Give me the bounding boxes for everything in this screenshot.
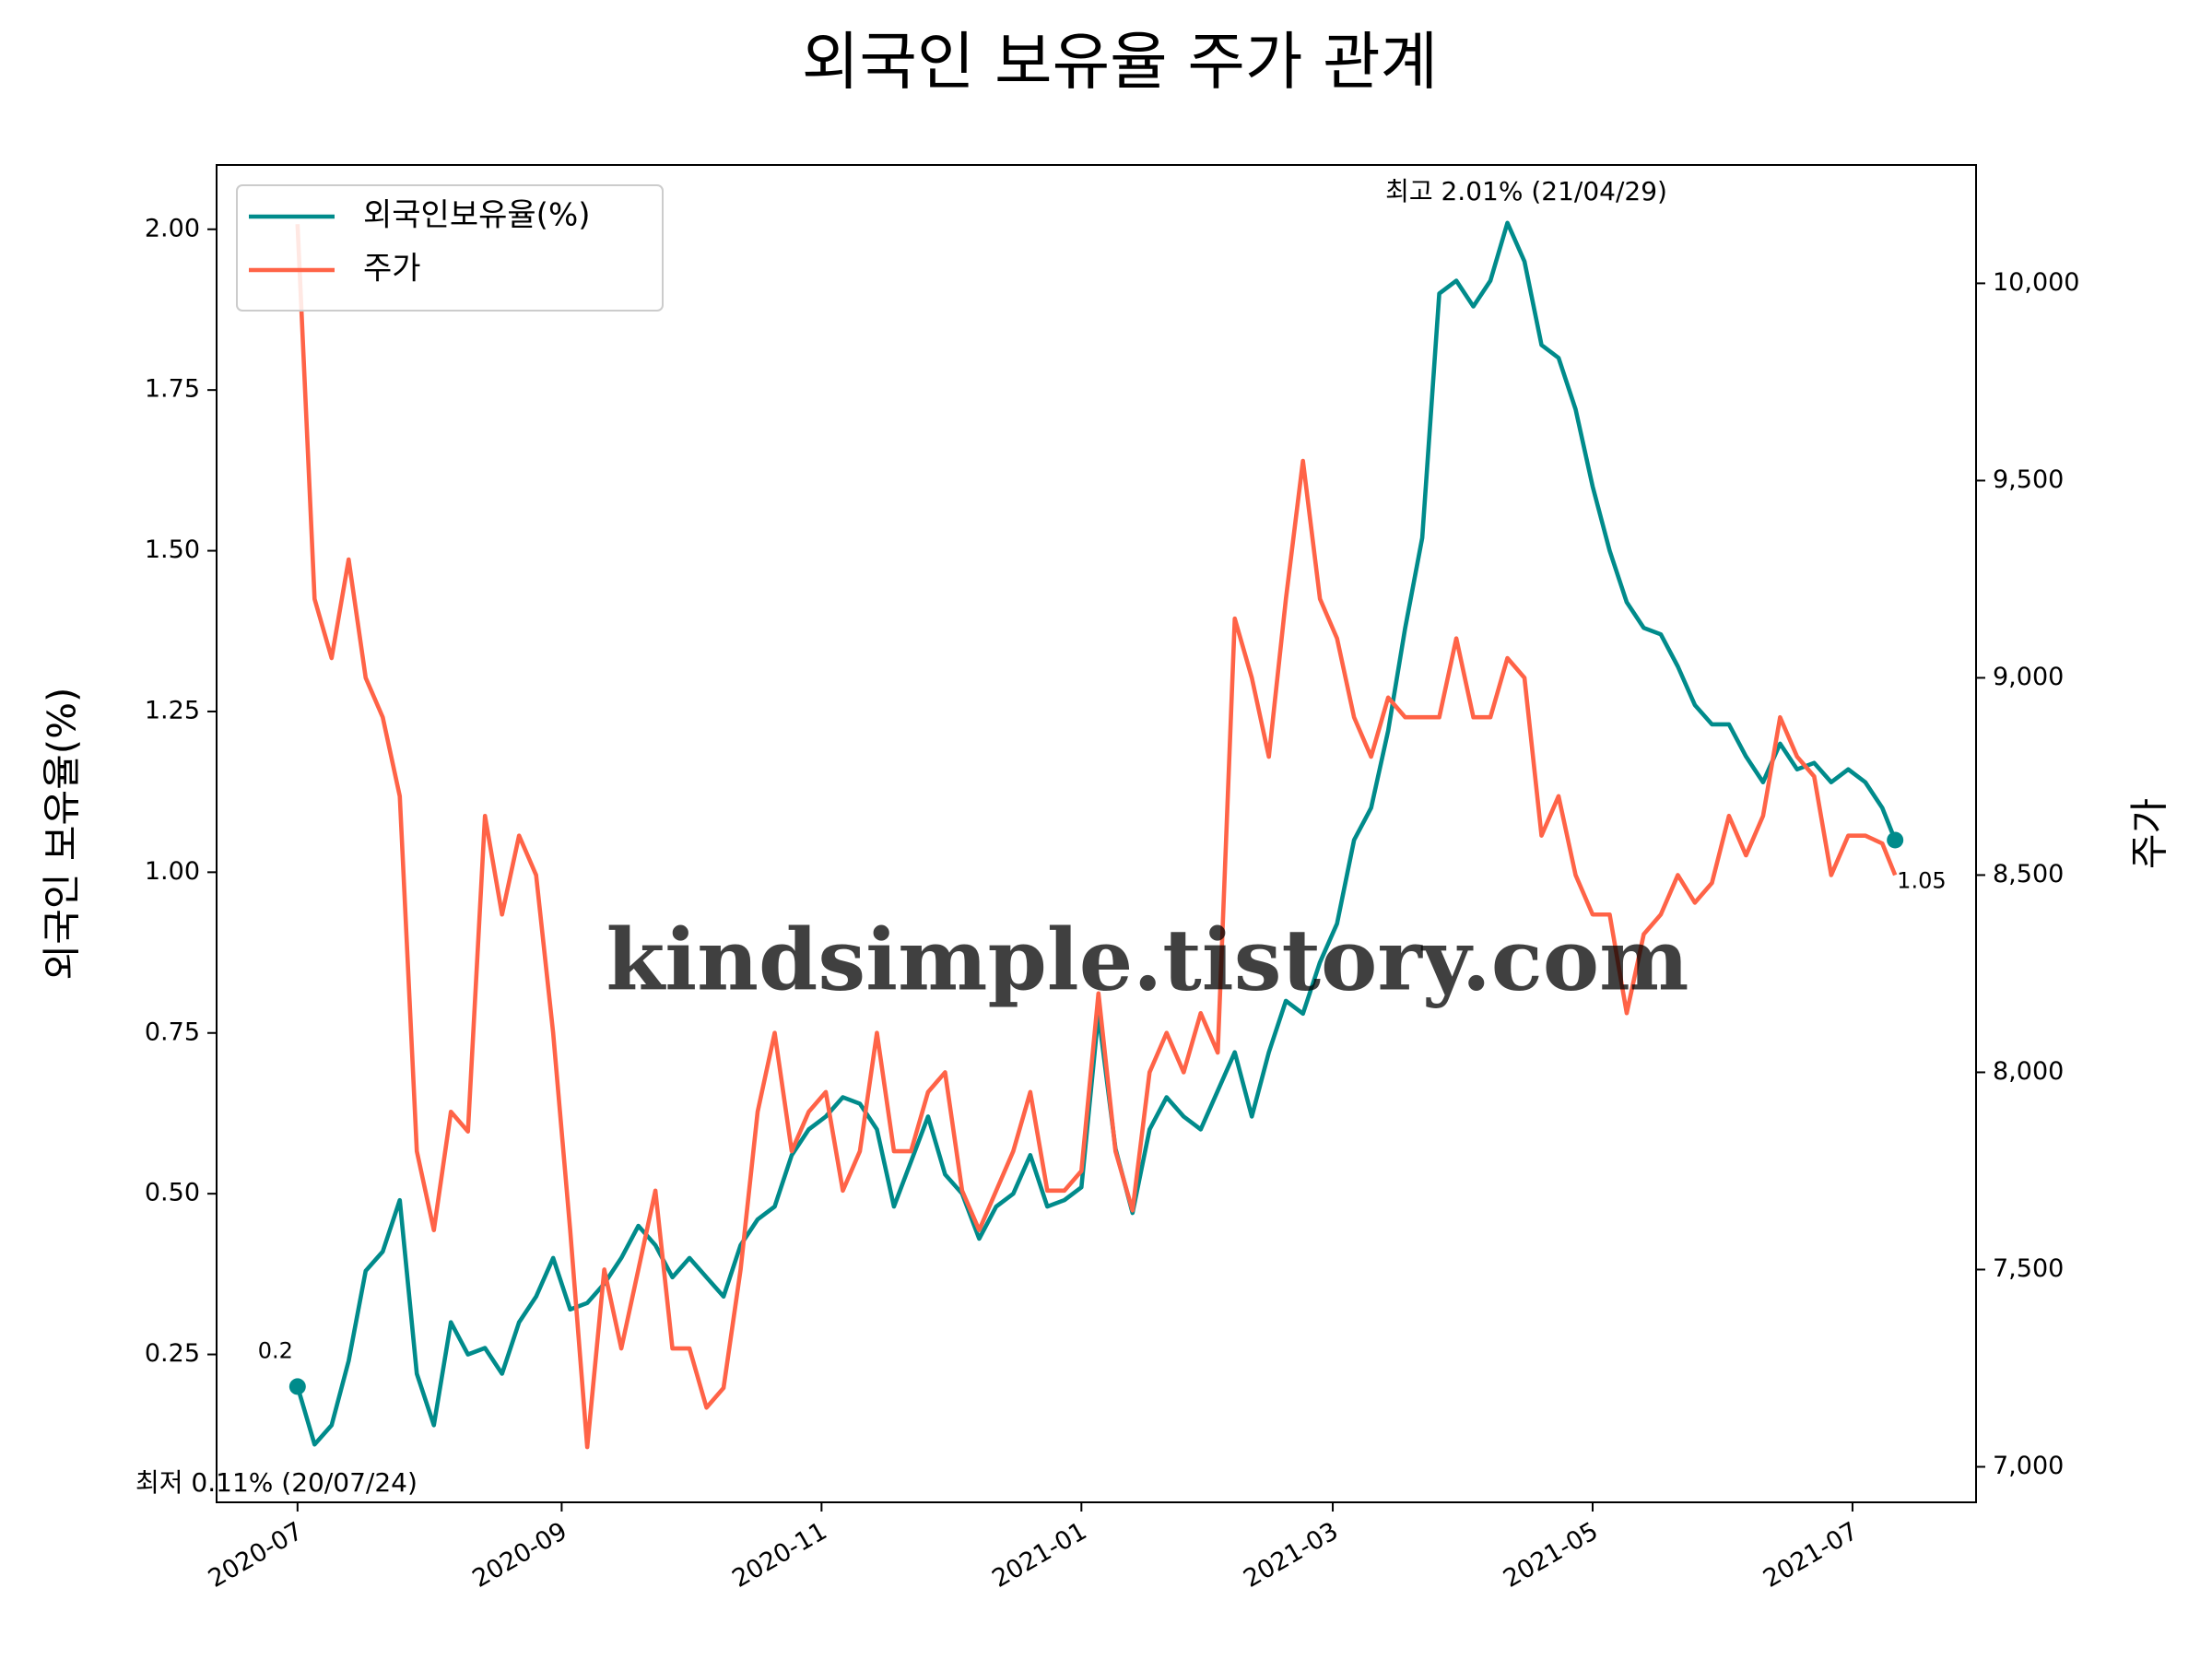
- data-label: 1.05: [1897, 867, 1946, 893]
- data-label: 0.2: [258, 1337, 293, 1363]
- y-axis-label: 외국인 보유율(%): [40, 688, 85, 981]
- y2-tick-label: 8,500: [1993, 860, 2064, 888]
- y-tick-label: 1.50: [145, 535, 200, 564]
- end-point-marker: [1887, 831, 1904, 849]
- legend-box: [236, 184, 664, 312]
- y2-tick-label: 10,000: [1993, 268, 2079, 297]
- y2-tick-label: 8,000: [1993, 1057, 2064, 1086]
- y-tick-label: 2.00: [145, 214, 200, 242]
- y-tick-label: 1.75: [145, 375, 200, 404]
- y2-tick-label: 7,000: [1993, 1452, 2064, 1480]
- plot-frame: [216, 164, 1977, 1503]
- y2-tick-label: 9,500: [1993, 465, 2064, 494]
- y-tick-label: 0.50: [145, 1179, 200, 1207]
- annotation: 최저 0.11% (20/07/24): [135, 1467, 418, 1498]
- y-tick-label: 1.00: [145, 857, 200, 886]
- annotation: 최고 2.01% (21/04/29): [1385, 176, 1667, 206]
- y2-tick-label: 7,500: [1993, 1254, 2064, 1283]
- legend-label: 주가: [363, 251, 421, 288]
- y2-tick-label: 9,000: [1993, 663, 2064, 691]
- y-tick-label: 1.25: [145, 696, 200, 724]
- end-point-marker: [288, 1378, 306, 1395]
- series-line: [295, 224, 1898, 1450]
- legend-label: 외국인보유율(%): [363, 197, 591, 234]
- y-tick-label: 0.25: [145, 1339, 200, 1368]
- y-tick-label: 0.75: [145, 1018, 200, 1046]
- y2-axis-label: 주가: [2127, 798, 2172, 869]
- watermark: kindsimple.tistory.com: [606, 911, 1688, 1010]
- legend: 외국인보유율(%) 주가: [236, 184, 664, 312]
- chart-title: 외국인 보유율 주가 관계: [802, 27, 1438, 100]
